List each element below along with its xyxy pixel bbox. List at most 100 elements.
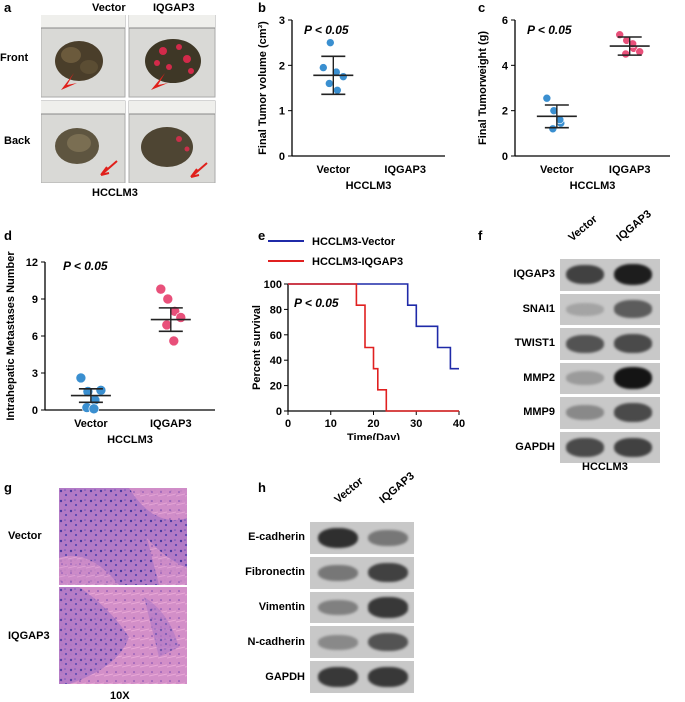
data-point	[542, 93, 552, 103]
wb-h-band	[318, 599, 358, 616]
wb-f-row-label: GAPDH	[515, 440, 555, 453]
wb-f-band	[566, 437, 604, 457]
data-point	[95, 384, 107, 396]
wb-f-band	[566, 371, 604, 386]
x-category-label: IQGAP3	[609, 164, 651, 176]
panel-h-col-vector: Vector	[332, 475, 366, 506]
data-point	[168, 335, 180, 347]
x-category-label: Vector	[540, 164, 574, 176]
wb-f-band	[614, 403, 652, 423]
wb-f-blot-strip	[560, 431, 660, 463]
panel-g-row-vector: Vector	[8, 530, 42, 542]
panel-h-col-iqgap3: IQGAP3	[377, 470, 417, 506]
panel-label-h: h	[258, 480, 266, 495]
panel-a-col-vector: Vector	[92, 2, 126, 14]
histology-vector	[59, 488, 187, 585]
wb-h-blot-strip	[310, 591, 414, 624]
panel-label-f: f	[478, 228, 483, 243]
y-axis-label: Final Tumor volume (cm³)	[257, 21, 269, 155]
p-value-annotation: P < 0.05	[63, 259, 108, 273]
x-tick-label: 20	[367, 418, 379, 430]
data-point	[339, 72, 348, 81]
x-axis-label: HCCLM3	[570, 180, 616, 192]
x-axis-label: HCCLM3	[346, 180, 392, 192]
panel-a-row-back: Back	[4, 135, 31, 147]
panel-a-caption: HCCLM3	[92, 187, 138, 199]
x-tick-label: 40	[453, 418, 465, 430]
wb-h-band	[368, 633, 408, 652]
chart-c: 0 2 4 6 Vector IQGAP3 HCCLM3 Final Tumorweight …	[477, 15, 670, 192]
y-tick-label: 4	[502, 60, 509, 72]
panel-label-a: a	[4, 0, 12, 15]
y-tick-label: 60	[270, 330, 282, 342]
wb-h-blot-strip	[310, 522, 414, 554]
wb-f-blot-strip	[560, 397, 660, 429]
y-tick-label: 0	[279, 151, 285, 163]
y-tick-label: 3	[279, 15, 285, 27]
y-tick-label: 1	[279, 106, 285, 118]
y-tick-label: 20	[270, 381, 282, 393]
panel-label-e: e	[258, 228, 266, 243]
data-point	[88, 403, 100, 415]
wb-f-blot-strip	[560, 328, 660, 360]
legend-label: HCCLM3-IQGAP3	[312, 256, 403, 268]
y-tick-label: 2	[279, 60, 285, 72]
y-tick-label: 12	[26, 257, 38, 269]
y-tick-label: 2	[502, 106, 508, 118]
x-category-label: Vector	[316, 164, 350, 176]
y-tick-label: 40	[270, 355, 282, 367]
wb-h-band	[368, 597, 408, 618]
y-axis-label: Intrahepatic Metastases Number	[5, 251, 17, 421]
y-tick-label: 0	[502, 151, 508, 163]
panel-label-g: g	[4, 480, 12, 495]
data-point	[175, 312, 187, 323]
wb-f-band	[614, 367, 652, 390]
chart-e: 0 20 40 60 80 100 0 10 20 30 40 Time(Day) Percent su…	[251, 236, 465, 440]
panel-f-caption: HCCLM3	[582, 461, 628, 473]
histology-images	[59, 488, 187, 684]
panel-f-col-vector: Vector	[566, 213, 600, 244]
x-tick-label: 10	[325, 418, 337, 430]
data-point	[548, 124, 558, 134]
p-value-annotation: P < 0.05	[304, 23, 349, 37]
photo-vector-back	[41, 100, 126, 183]
histology-iqgap3	[59, 587, 187, 684]
wb-f-blot-strip	[560, 362, 660, 394]
wb-h-band	[368, 529, 408, 546]
data-point	[332, 67, 341, 77]
panel-a-col-iqgap3: IQGAP3	[153, 2, 195, 14]
wb-f-blot-strip	[560, 293, 660, 325]
wb-h-band	[368, 667, 408, 688]
data-point	[155, 283, 167, 295]
panel-g-magnification: 10X	[110, 690, 130, 702]
y-tick-label: 0	[276, 406, 282, 418]
arrow-icon	[61, 73, 77, 90]
wb-h-band	[318, 564, 358, 581]
wb-f-band	[614, 437, 652, 457]
p-value-annotation: P < 0.05	[527, 23, 572, 37]
wb-h-row-label: Fibronectin	[245, 566, 305, 579]
panel-g-row-iqgap3: IQGAP3	[8, 630, 50, 642]
chart-b: 0 1 2 3 Vector IQGAP3 HCCLM3 Final Tumor volume…	[257, 15, 445, 192]
arrow-icon	[100, 160, 118, 176]
y-tick-label: 100	[264, 279, 282, 291]
wb-h-blot-strip	[310, 661, 414, 693]
data-point	[162, 293, 174, 305]
panel-a-row-front: Front	[0, 52, 29, 64]
data-point	[326, 38, 335, 47]
wb-h-row-label: GAPDH	[265, 670, 305, 683]
wb-h-band	[318, 667, 358, 688]
panel-f-col-iqgap3: IQGAP3	[614, 208, 654, 244]
data-point	[75, 372, 87, 384]
arrow-icon	[190, 162, 208, 178]
data-point	[621, 49, 630, 59]
wb-f-band	[566, 405, 604, 421]
photo-vector-front	[41, 15, 126, 98]
y-tick-label: 0	[32, 405, 38, 417]
wb-f-row-label: MMP9	[523, 406, 555, 419]
y-axis-label: Percent survival	[251, 305, 263, 390]
arrow-icon	[151, 73, 168, 90]
y-tick-label: 6	[502, 15, 508, 27]
x-tick-label: 30	[410, 418, 422, 430]
survival-curve	[288, 283, 459, 412]
